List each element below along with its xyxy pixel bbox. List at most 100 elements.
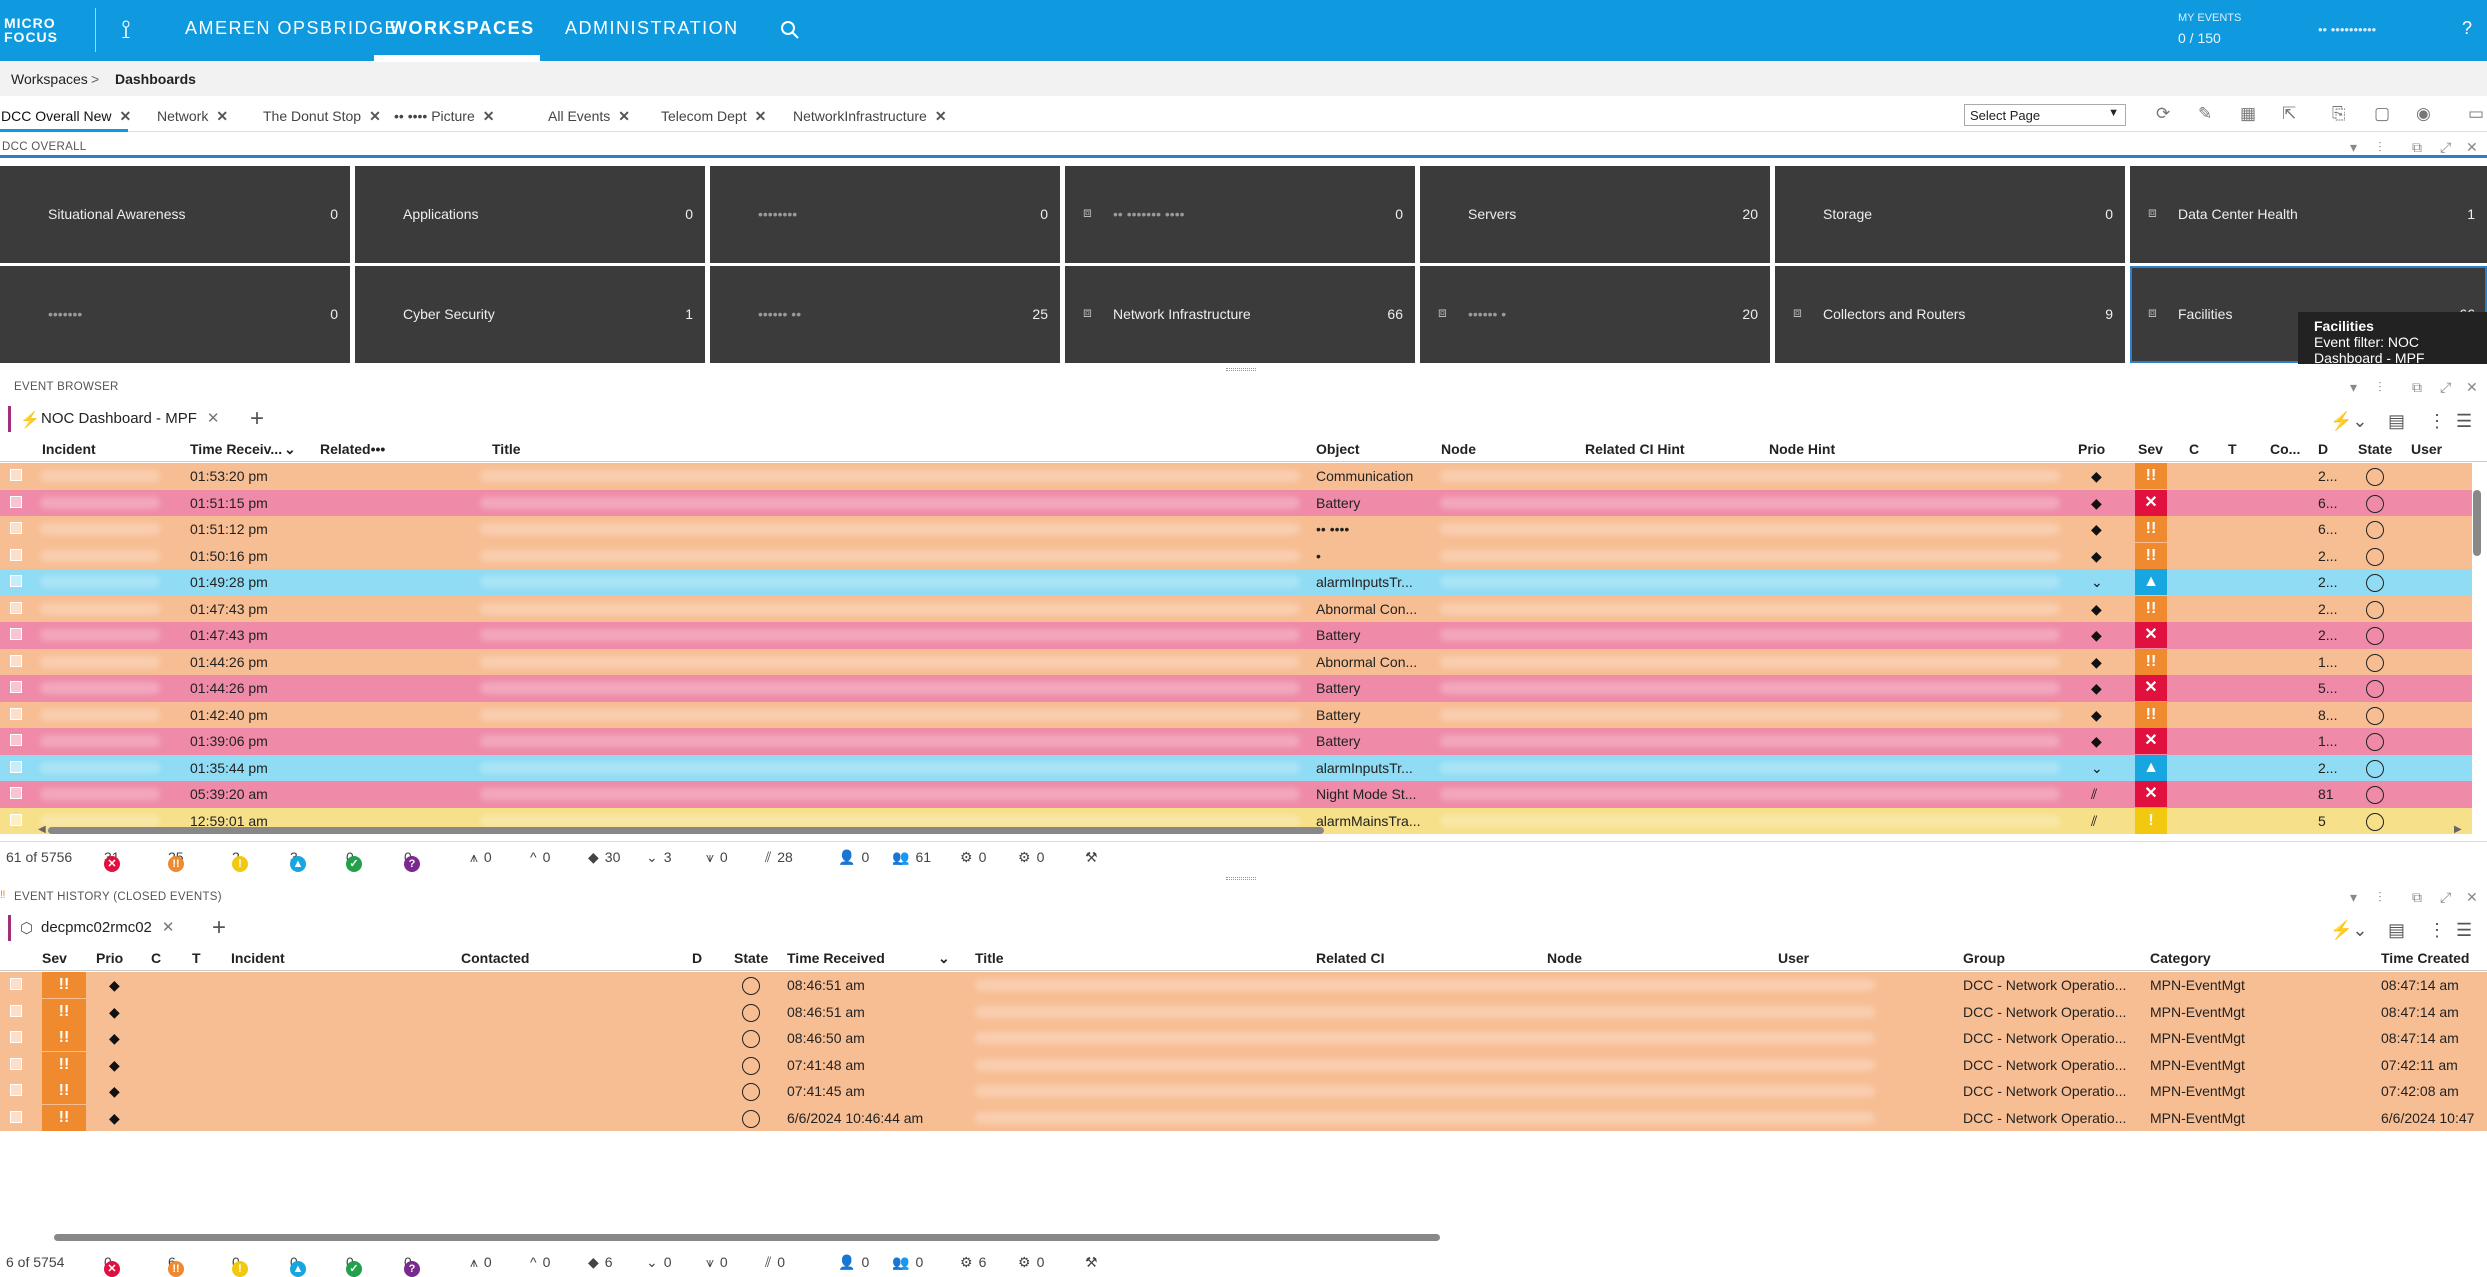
- horizontal-scrollbar[interactable]: [54, 1234, 1440, 1241]
- sort-chevron-icon[interactable]: ⌄: [938, 950, 950, 966]
- col-sev[interactable]: Sev: [42, 950, 67, 966]
- col-incident[interactable]: Incident: [42, 441, 96, 457]
- col-group[interactable]: Group: [1963, 950, 2005, 966]
- close-icon[interactable]: ✕: [2466, 889, 2479, 905]
- more-icon[interactable]: ⋮: [2428, 411, 2446, 431]
- tile-applications[interactable]: Applications 0: [355, 166, 705, 263]
- col-time-created[interactable]: Time Created: [2381, 950, 2470, 966]
- col-category[interactable]: Category: [2150, 950, 2211, 966]
- lightning-icon[interactable]: ⚡⌄: [2330, 411, 2368, 431]
- col-node-hint[interactable]: Node Hint: [1769, 441, 1836, 457]
- summary-filter[interactable]: ✕31: [104, 849, 120, 872]
- tab-the-donut-stop[interactable]: The Donut Stop ✕: [263, 108, 381, 125]
- close-icon[interactable]: ✕: [618, 108, 630, 124]
- close-icon[interactable]: ✕: [754, 108, 767, 124]
- pin-icon[interactable]: ⟟: [121, 14, 131, 44]
- col-node[interactable]: Node: [1441, 441, 1476, 457]
- col-c[interactable]: C: [151, 950, 162, 966]
- summary-filter[interactable]: ◆ 30: [588, 849, 620, 866]
- close-icon[interactable]: ✕: [369, 108, 381, 124]
- row-checkbox[interactable]: [10, 1004, 22, 1017]
- tile-data-center-health[interactable]: ⧈ Data Center Health 1: [2130, 166, 2487, 263]
- save-icon[interactable]: ▢: [2374, 104, 2391, 123]
- close-icon[interactable]: ✕: [934, 108, 947, 124]
- tab-network[interactable]: Network ✕: [157, 108, 228, 125]
- nav-administration[interactable]: ADMINISTRATION: [565, 18, 739, 38]
- table-row[interactable]: 01:44:26 pm Battery ◆ ✕ 5...: [0, 675, 2472, 702]
- summary-filter[interactable]: ^ 0: [530, 849, 550, 865]
- col-c[interactable]: C: [2189, 441, 2200, 457]
- export-icon[interactable]: ⇱: [2282, 104, 2297, 123]
- row-checkbox[interactable]: [10, 601, 22, 614]
- summary-filter[interactable]: !!6: [168, 1254, 184, 1277]
- row-checkbox[interactable]: [10, 787, 22, 799]
- row-checkbox[interactable]: [10, 654, 22, 667]
- tile-cyber-security[interactable]: Cyber Security 1: [355, 266, 705, 363]
- add-tab-button[interactable]: +: [250, 405, 265, 432]
- tile-storage[interactable]: Storage 0: [1775, 166, 2125, 263]
- settings-icon[interactable]: ⫶: [2378, 889, 2382, 905]
- close-icon[interactable]: ✕: [2466, 379, 2479, 395]
- col-related-ci-hint[interactable]: Related CI Hint: [1585, 441, 1685, 457]
- tile-redacted-2[interactable]: ⧈ •• ••••••• •••• 0: [1065, 166, 1415, 263]
- col-co[interactable]: Co...: [2270, 441, 2301, 457]
- summary-filter[interactable]: ⚙ 0: [960, 849, 986, 866]
- chevron-down-icon[interactable]: ▾: [2350, 379, 2358, 395]
- chevron-down-icon[interactable]: ▾: [2350, 139, 2358, 155]
- col-state[interactable]: State: [2358, 441, 2393, 457]
- row-checkbox[interactable]: [10, 813, 22, 826]
- table-row[interactable]: 01:47:43 pm Battery ◆ ✕ 2...: [0, 622, 2472, 649]
- col-incident[interactable]: Incident: [231, 950, 285, 966]
- col-t[interactable]: T: [2228, 441, 2237, 457]
- table-row[interactable]: 01:51:12 pm •• •••• ◆!! 6...: [0, 516, 2472, 543]
- close-icon[interactable]: ✕: [161, 919, 175, 936]
- row-checkbox[interactable]: [10, 1110, 22, 1123]
- summary-filter[interactable]: ⩚ 0: [470, 1254, 492, 1271]
- sort-chevron-icon[interactable]: ⌄: [284, 441, 296, 457]
- tab-picture[interactable]: •• •••• Picture ✕: [394, 108, 495, 125]
- nav-workspaces[interactable]: WORKSPACES: [390, 18, 535, 38]
- table-row[interactable]: 01:35:44 pm alarmInputsTr... ⌄ ▲ 2...: [0, 754, 2472, 781]
- popout-icon[interactable]: ⧉: [2412, 889, 2423, 905]
- close-icon[interactable]: ✕: [2466, 139, 2479, 155]
- tab-dcc-overall-new[interactable]: DCC Overall New ✕: [1, 108, 131, 125]
- summary-filter[interactable]: !!25: [168, 849, 184, 872]
- close-icon[interactable]: ✕: [206, 410, 220, 427]
- view-icon[interactable]: ◉: [2416, 104, 2431, 123]
- summary-filter[interactable]: ✕0: [104, 1254, 120, 1277]
- resize-handle[interactable]: [1226, 877, 1256, 880]
- table-row[interactable]: !! ◆ 6/6/2024 10:46:44 am DCC - Network Ope…: [0, 1104, 2487, 1131]
- col-time-received[interactable]: Time Receiv...: [190, 441, 283, 457]
- tab-all-events[interactable]: All Events ✕: [548, 108, 630, 125]
- summary-filter[interactable]: ✓0: [346, 1254, 362, 1277]
- summary-filter[interactable]: ⩛ 0: [706, 849, 728, 866]
- resize-handle[interactable]: [1226, 368, 1256, 371]
- summary-filter[interactable]: 👤 0: [838, 849, 869, 866]
- col-d[interactable]: D: [2318, 441, 2329, 457]
- tab-networkinfrastructure[interactable]: NetworkInfrastructure ✕: [793, 108, 947, 125]
- tile-redacted-5[interactable]: ⧈ •••••• • 20: [1420, 266, 1770, 363]
- col-sev[interactable]: Sev: [2138, 441, 2163, 457]
- row-checkbox[interactable]: [10, 760, 22, 773]
- summary-filter[interactable]: ▲0: [290, 1254, 306, 1277]
- close-icon[interactable]: ✕: [482, 108, 495, 124]
- monitor-icon[interactable]: ▭: [2468, 104, 2485, 123]
- clear-filter-icon[interactable]: ⚒: [1085, 1254, 1098, 1270]
- summary-filter[interactable]: ⩛ 0: [706, 1254, 728, 1271]
- summary-filter[interactable]: ^ 0: [530, 1254, 550, 1270]
- table-row[interactable]: 01:50:16 pm • ◆!! 2...: [0, 542, 2472, 569]
- col-object[interactable]: Object: [1316, 441, 1360, 457]
- close-icon[interactable]: ✕: [119, 108, 132, 124]
- tab-noc-dashboard-mpf[interactable]: NOC Dashboard - MPF ✕: [8, 406, 225, 432]
- micro-focus-logo[interactable]: MICRO FOCUS: [0, 8, 96, 52]
- my-events-value[interactable]: 0 / 150: [2178, 30, 2221, 46]
- table-row[interactable]: 01:42:40 pm Battery ◆!! 8...: [0, 701, 2472, 728]
- tab-telecom-dept[interactable]: Telecom Dept ✕: [661, 108, 766, 125]
- summary-filter[interactable]: !2: [232, 849, 248, 872]
- summary-filter[interactable]: ?0: [404, 849, 420, 872]
- col-related-ci[interactable]: Related CI: [1316, 950, 1385, 966]
- summary-filter[interactable]: !0: [232, 1254, 248, 1277]
- summary-filter[interactable]: ⚙ 6: [960, 1254, 986, 1271]
- lightning-icon[interactable]: ⚡⌄: [2330, 920, 2368, 940]
- col-state[interactable]: State: [734, 950, 769, 966]
